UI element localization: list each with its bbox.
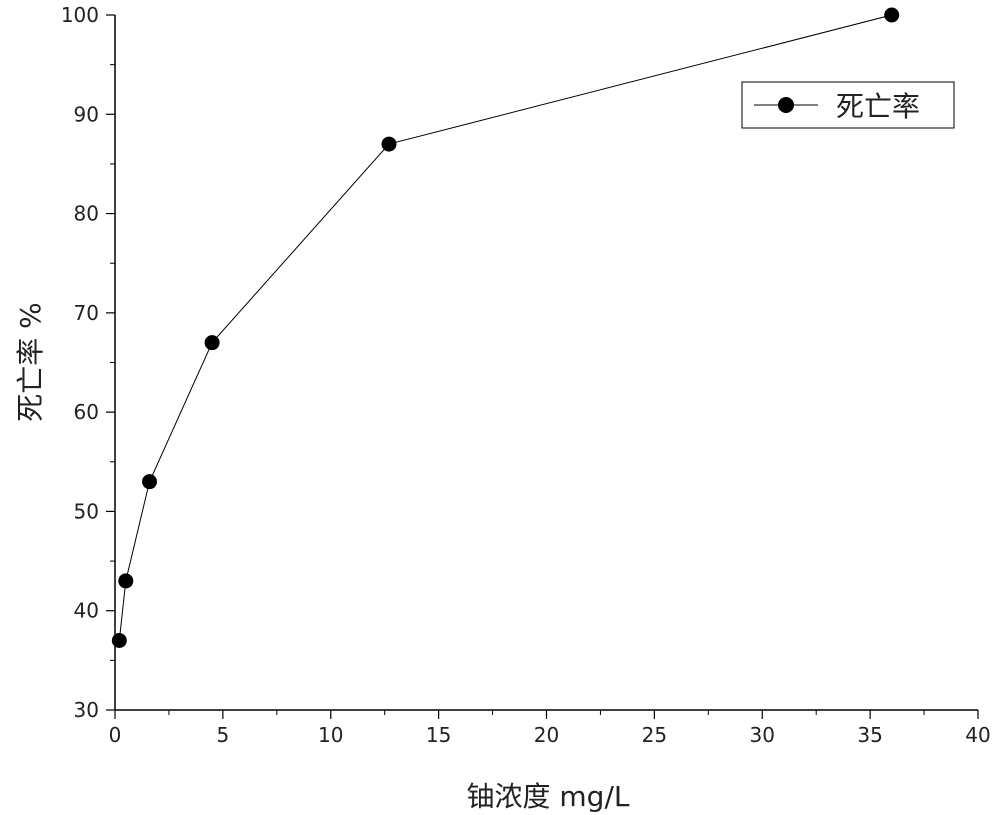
x-tick-label: 0 <box>109 723 122 747</box>
legend-marker <box>778 97 794 113</box>
series-line <box>118 14 892 641</box>
y-tick-label: 60 <box>74 400 99 424</box>
x-tick-label: 15 <box>426 723 451 747</box>
y-tick-label: 40 <box>74 599 99 623</box>
data-point <box>111 633 127 648</box>
series-layer <box>111 7 900 648</box>
y-tick-label: 100 <box>61 3 99 27</box>
x-tick-label: 20 <box>534 723 559 747</box>
y-axis-title: 死亡率 % <box>14 302 47 422</box>
x-tick-label: 35 <box>857 723 882 747</box>
legend-label: 死亡率 <box>836 90 920 123</box>
ticks: 0 5 10 15 20 25 30 35 40 30 40 50 60 70 80 90 100 <box>61 3 991 747</box>
x-tick-label: 10 <box>318 723 343 747</box>
y-tick-label: 90 <box>74 102 99 126</box>
y-tick-label: 80 <box>74 202 99 226</box>
data-point <box>118 573 134 589</box>
data-point <box>381 136 397 152</box>
y-tick-label: 50 <box>74 499 99 523</box>
x-tick-label: 40 <box>965 723 990 747</box>
data-point <box>884 7 900 23</box>
x-axis-title: 铀浓度 mg/L <box>467 780 630 813</box>
legend: 死亡率 <box>741 81 955 129</box>
x-tick-label: 30 <box>750 723 775 747</box>
x-tick-label: 25 <box>642 723 667 747</box>
data-point <box>142 474 158 490</box>
data-point <box>204 335 220 351</box>
y-tick-label: 30 <box>74 698 99 722</box>
x-tick-label: 5 <box>217 723 230 747</box>
y-tick-label: 70 <box>74 301 99 325</box>
